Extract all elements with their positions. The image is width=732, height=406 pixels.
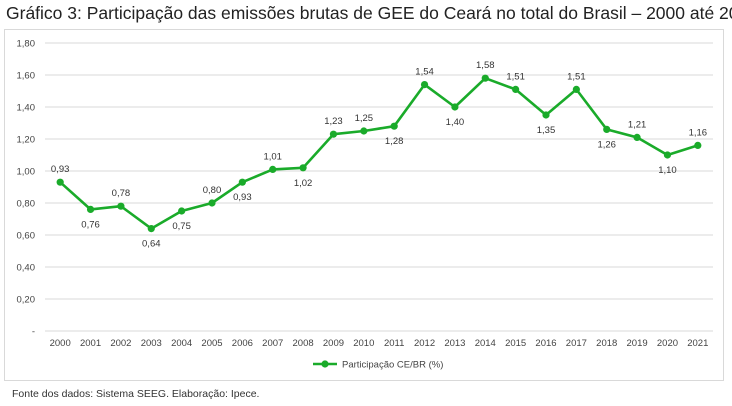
x-tick-label: 2000 <box>50 338 71 349</box>
data-point <box>633 133 641 141</box>
data-label: 0,93 <box>51 164 70 175</box>
data-point <box>663 151 672 159</box>
x-tick-label: 2006 <box>232 338 253 349</box>
data-point <box>299 164 307 172</box>
x-tick-label: 2005 <box>201 338 222 349</box>
line-chart: - 0,20 0,40 0,60 0,80 1,00 1,20 1,40 1,60 1,80 200… <box>17 39 713 371</box>
x-tick-label: 2004 <box>171 338 192 349</box>
data-label: 1,16 <box>689 127 708 138</box>
data-label: 1,51 <box>567 71 586 82</box>
data-point <box>420 81 429 89</box>
data-point <box>178 207 186 215</box>
y-tick-label: 1,40 <box>17 103 36 114</box>
data-label: 0,75 <box>172 221 191 232</box>
data-label: 0,78 <box>112 188 131 199</box>
legend-label: Participação CE/BR (%) <box>342 360 443 371</box>
y-tick-label: 0,20 <box>17 295 36 306</box>
x-tick-label: 2003 <box>141 338 162 349</box>
data-label: 1,25 <box>355 113 374 124</box>
data-label: 1,26 <box>597 139 616 150</box>
data-point <box>86 205 95 213</box>
data-label: 0,93 <box>233 192 252 203</box>
chart-title-text: Participação das emissões brutas de GEE … <box>86 3 732 23</box>
data-label: 1,10 <box>658 165 677 176</box>
data-point <box>603 125 611 133</box>
data-label: 1,54 <box>415 67 434 78</box>
data-label: 1,51 <box>506 71 525 82</box>
y-tick-label: 1,00 <box>17 167 36 178</box>
x-tick-label: 2020 <box>657 338 678 349</box>
y-tick-label: 1,20 <box>17 135 36 146</box>
x-tick-label: 2012 <box>414 338 435 349</box>
y-tick-label: 0,40 <box>17 263 36 274</box>
data-point <box>694 141 702 149</box>
data-point <box>542 111 550 119</box>
data-label: 1,01 <box>263 151 282 162</box>
data-point <box>360 127 368 135</box>
x-tick-label: 2001 <box>80 338 101 349</box>
x-tick-label: 2007 <box>262 338 283 349</box>
y-tick-label: 0,80 <box>17 199 36 210</box>
chart-title: Gráfico 3: Participação das emissões bru… <box>6 2 732 24</box>
y-tick-label: 0,60 <box>17 231 36 242</box>
chart-title-prefix: Gráfico 3: <box>6 3 82 23</box>
x-tick-label: 2009 <box>323 338 344 349</box>
data-label: 0,64 <box>142 239 161 250</box>
x-tick-label: 2018 <box>596 338 617 349</box>
x-tick-label: 2010 <box>353 338 374 349</box>
data-point <box>208 199 216 207</box>
source-note: Fonte dos dados: Sistema SEEG. Elaboraçã… <box>12 388 260 400</box>
chart-area: - 0,20 0,40 0,60 0,80 1,00 1,20 1,40 1,60 1,80 200… <box>4 29 724 381</box>
data-label: 1,02 <box>294 178 313 189</box>
data-point <box>56 178 64 186</box>
data-point <box>512 85 520 93</box>
data-point <box>117 202 125 210</box>
data-label: 1,23 <box>324 116 343 127</box>
x-tick-label: 2017 <box>566 338 587 349</box>
data-label: 1,58 <box>476 60 495 71</box>
x-tick-label: 2014 <box>475 338 496 349</box>
data-point <box>147 225 155 233</box>
x-tick-label: 2019 <box>627 338 648 349</box>
data-label: 1,28 <box>385 136 404 147</box>
x-tick-label: 2021 <box>687 338 708 349</box>
x-tick-label: 2011 <box>384 338 404 349</box>
x-tick-label: 2015 <box>505 338 526 349</box>
y-tick-label: 1,80 <box>17 39 36 50</box>
y-tick-label: 1,60 <box>17 71 36 82</box>
y-tick-label: - <box>32 327 35 338</box>
data-point <box>390 122 398 130</box>
x-tick-label: 2013 <box>444 338 465 349</box>
data-point <box>269 165 277 173</box>
data-label: 0,80 <box>203 185 222 196</box>
legend-marker <box>321 360 329 368</box>
x-tick-label: 2016 <box>535 338 556 349</box>
data-point <box>572 85 580 93</box>
data-label: 0,76 <box>81 219 100 230</box>
data-label: 1,21 <box>628 119 647 130</box>
x-tick-label: 2008 <box>293 338 314 349</box>
data-label: 1,40 <box>446 117 465 128</box>
series-line <box>59 76 699 230</box>
data-point <box>451 103 459 111</box>
data-point <box>329 130 338 138</box>
data-point <box>238 178 246 186</box>
x-tick-label: 2002 <box>110 338 131 349</box>
data-label: 1,35 <box>537 125 556 136</box>
data-point <box>481 74 489 82</box>
